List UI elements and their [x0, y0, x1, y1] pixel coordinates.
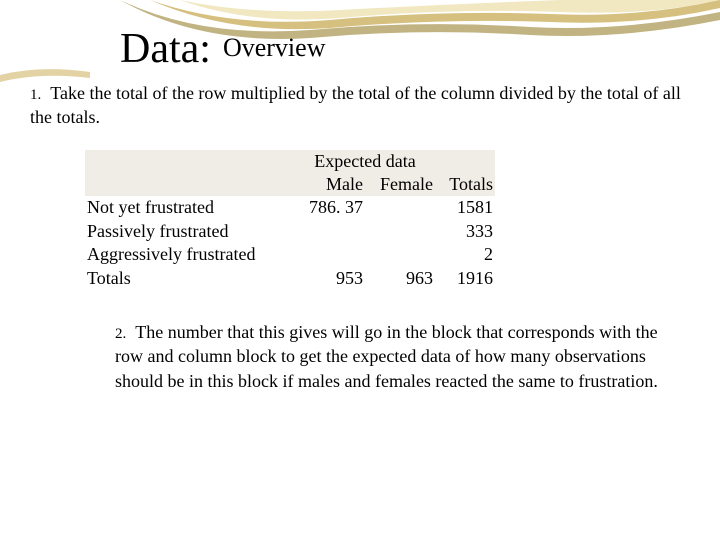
- title-sub: Overview: [223, 33, 326, 62]
- table-row: Totals 953 963 1916: [85, 267, 495, 290]
- step-1-number: 1.: [30, 87, 41, 103]
- step-1-text: 1. Take the total of the row multiplied …: [30, 81, 690, 130]
- slide-title: Data: Overview: [120, 25, 690, 73]
- step-2-text: 2. The number that this gives will go in…: [115, 320, 660, 393]
- table-row: Aggressively frustrated 2: [85, 243, 495, 266]
- header-female: Female: [365, 173, 435, 196]
- expected-data-table: Expected data Male Female Totals Not yet…: [85, 150, 690, 290]
- header-male: Male: [295, 173, 365, 196]
- title-main: Data:: [120, 26, 211, 72]
- step-1-body: Take the total of the row multiplied by …: [30, 83, 681, 127]
- step-2-body: The number that this gives will go in th…: [115, 322, 658, 391]
- header-totals: Totals: [435, 173, 495, 196]
- table-row: Not yet frustrated 786. 37 1581: [85, 196, 495, 219]
- table-title: Expected data: [295, 150, 435, 173]
- table-row: Passively frustrated 333: [85, 220, 495, 243]
- step-2-number: 2.: [115, 326, 126, 342]
